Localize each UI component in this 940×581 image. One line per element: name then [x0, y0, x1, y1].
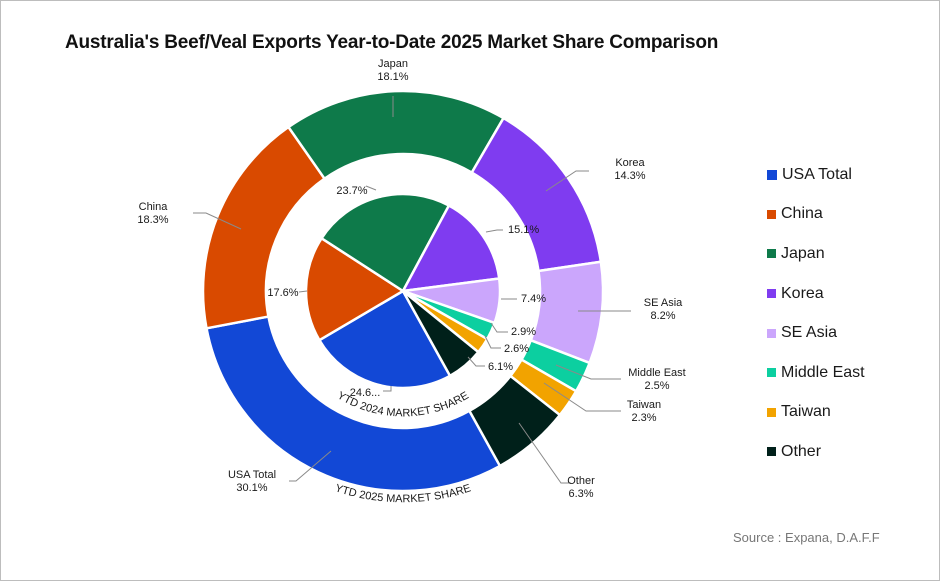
- donut-chart: Japan 18.1% Korea 14.3% China 18.3% SE Asia…: [137, 58, 685, 505]
- legend-label: Middle East: [781, 363, 865, 381]
- legend-item-japan: Japan: [767, 234, 865, 274]
- legend-swatch: [767, 328, 776, 338]
- legend: USA Total China Japan Korea SE Asia Middle Ea…: [767, 155, 865, 472]
- label-seasia-2025: SE Asia 8.2%: [644, 297, 683, 322]
- legend-label: Japan: [781, 244, 825, 262]
- legend-swatch: [767, 368, 776, 378]
- label-other-2024: 6.1%: [488, 361, 513, 373]
- outer-2025-slice-japan: [286, 89, 506, 181]
- legend-swatch: [767, 289, 776, 299]
- legend-label: China: [781, 205, 823, 223]
- label-korea-2024: 15.1%: [508, 224, 539, 236]
- legend-label: Korea: [781, 284, 824, 302]
- label-usa-2024: 24.6...: [350, 387, 381, 399]
- legend-swatch: [767, 249, 776, 259]
- label-japan-2024: 23.7%: [336, 185, 367, 197]
- label-taiwan-2024: 2.6%: [504, 343, 529, 355]
- legend-item-china: China: [767, 195, 865, 235]
- inner-2024-slice-usa-total: [317, 289, 452, 390]
- source-note: Source : Expana, D.A.F.F: [733, 530, 880, 545]
- legend-label: Taiwan: [781, 403, 831, 421]
- label-middle-east-2024: 2.9%: [511, 326, 536, 338]
- outer-2025-slice-usa-total: [205, 315, 502, 493]
- label-middle-east-2025: Middle East 2.5%: [628, 367, 685, 392]
- inner-2024-slice-china: [304, 236, 406, 342]
- legend-item-usa-total: USA Total: [767, 155, 865, 195]
- label-japan-2025: Japan 18.1%: [377, 58, 408, 83]
- legend-swatch: [767, 407, 776, 417]
- outer-2025-slice-other: [467, 374, 562, 468]
- legend-item-korea: Korea: [767, 274, 865, 314]
- label-china-2025: China 18.3%: [137, 201, 168, 226]
- legend-item-se-asia: SE Asia: [767, 313, 865, 353]
- inner-2024-slice-japan: [319, 192, 451, 293]
- legend-swatch: [767, 447, 776, 457]
- label-seasia-2024: 7.4%: [521, 293, 546, 305]
- legend-item-taiwan: Taiwan: [767, 393, 865, 433]
- leader-lines: [193, 96, 631, 484]
- legend-label: USA Total: [782, 165, 852, 183]
- inner-2024-slice-korea: [400, 203, 501, 293]
- legend-label: SE Asia: [781, 324, 838, 342]
- legend-item-other: Other: [767, 432, 865, 472]
- label-taiwan-2025: Taiwan 2.3%: [627, 399, 661, 424]
- chart-title: Australia's Beef/Veal Exports Year-to-Da…: [65, 32, 719, 53]
- legend-item-middle-east: Middle East: [767, 353, 865, 393]
- legend-label: Other: [781, 442, 822, 460]
- inner-2024-slice-other: [401, 290, 481, 378]
- label-china-2024: 17.6%: [267, 287, 298, 299]
- label-usa-2025: USA Total 30.1%: [228, 469, 276, 494]
- label-korea-2025: Korea 14.3%: [614, 157, 645, 182]
- label-other-2025: Other 6.3%: [567, 475, 595, 500]
- legend-swatch: [767, 169, 777, 180]
- legend-swatch: [767, 209, 776, 219]
